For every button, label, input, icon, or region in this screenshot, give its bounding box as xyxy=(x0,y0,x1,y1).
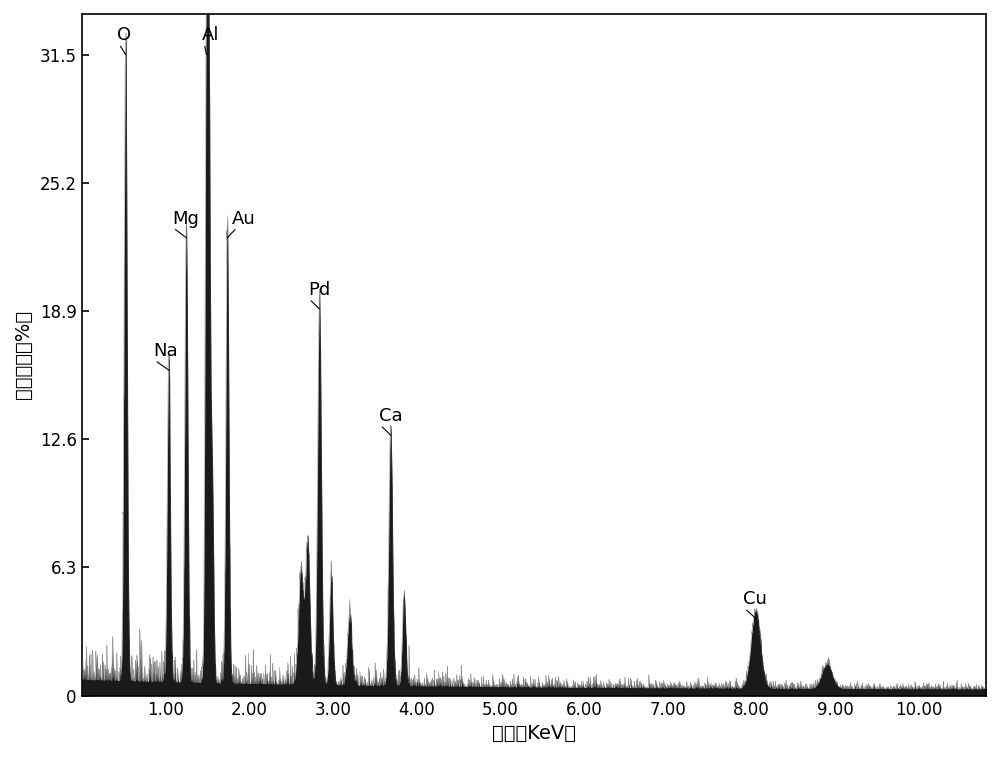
Text: Mg: Mg xyxy=(172,210,199,228)
X-axis label: 能量（KeV）: 能量（KeV） xyxy=(492,724,576,743)
Text: Pd: Pd xyxy=(308,281,330,299)
Text: Na: Na xyxy=(154,342,178,360)
Text: O: O xyxy=(117,26,131,45)
Text: Al: Al xyxy=(201,26,219,45)
Y-axis label: 质量分数（%）: 质量分数（%） xyxy=(14,310,33,400)
Text: Ca: Ca xyxy=(379,407,403,425)
Text: Cu: Cu xyxy=(743,590,767,608)
Text: Au: Au xyxy=(232,210,255,228)
